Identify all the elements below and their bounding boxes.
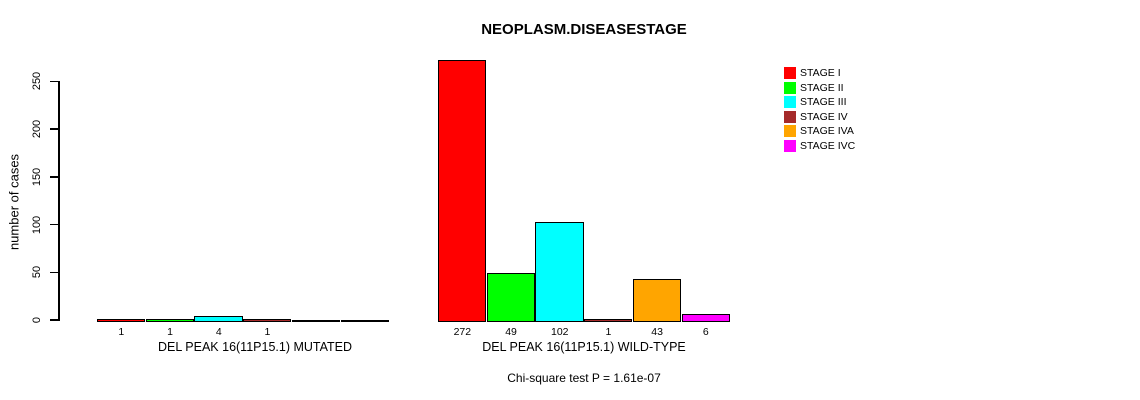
bar [584, 318, 633, 322]
legend-swatch [784, 140, 796, 152]
bar-value-label: 1 [605, 325, 612, 338]
group-label: DEL PEAK 16(11P15.1) WILD-TYPE [482, 340, 686, 354]
y-tick-label: 250 [31, 72, 43, 91]
y-axis-label: number of cases [6, 153, 22, 251]
legend-label: STAGE III [800, 96, 847, 109]
bar-value-label: 49 [505, 325, 517, 338]
legend-swatch [784, 81, 796, 94]
bar-value-label: 4 [215, 325, 222, 338]
bar-value-label: 1 [167, 325, 173, 338]
bar-value-label: 102 [550, 325, 569, 338]
bar-value-label: 1 [264, 325, 271, 338]
legend-swatch [784, 110, 796, 123]
bar-value-label: 6 [702, 325, 709, 338]
bar [97, 318, 146, 322]
stat-test-annotation: Chi-square test P = 1.61e-07 [507, 371, 661, 385]
y-tick [50, 271, 58, 273]
legend-label: STAGE IV [800, 110, 848, 123]
y-tick-label: 0 [31, 316, 43, 324]
bar-value-label: 1 [118, 325, 125, 338]
bar [632, 278, 682, 322]
y-tick-label: 50 [31, 266, 43, 279]
legend-label: STAGE II [800, 81, 844, 94]
legend-swatch [784, 125, 796, 138]
bar [438, 59, 487, 322]
bar [145, 318, 194, 322]
bar [194, 315, 243, 322]
bar [535, 222, 584, 322]
y-axis-line [58, 81, 60, 321]
legend-label: STAGE I [800, 67, 841, 79]
y-tick [50, 128, 58, 130]
y-tick [50, 319, 58, 321]
y-tick [50, 223, 58, 226]
legend-swatch [784, 67, 796, 79]
y-tick [50, 80, 58, 83]
y-tick-label: 100 [31, 215, 43, 234]
bar-value-label: 272 [453, 325, 472, 338]
bar [291, 319, 341, 322]
y-tick [50, 176, 58, 178]
y-tick-label: 200 [31, 119, 43, 139]
legend-label: STAGE IVC [800, 140, 856, 152]
legend-label: STAGE IVA [800, 125, 854, 138]
bar-value-label: 43 [651, 325, 663, 338]
y-tick-label: 150 [31, 167, 43, 186]
bar [243, 318, 292, 322]
bar [340, 319, 389, 322]
bar [681, 313, 730, 322]
bar [486, 272, 535, 322]
chart-title: NEOPLASM.DISEASESTAGE [481, 21, 687, 38]
legend-swatch [784, 96, 796, 109]
group-label: DEL PEAK 16(11P15.1) MUTATED [157, 340, 353, 354]
